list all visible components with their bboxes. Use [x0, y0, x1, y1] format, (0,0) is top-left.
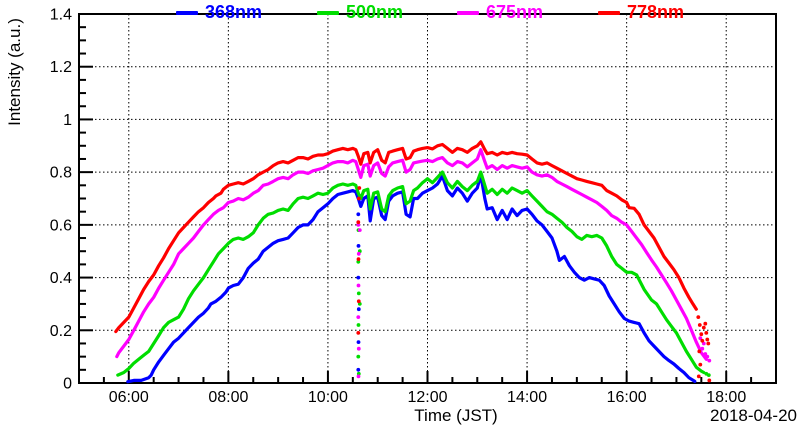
series-scatter-778nm [706, 341, 711, 346]
x-tick-label: 10:00 [308, 389, 348, 406]
legend-label: 368nm [205, 2, 263, 22]
series-scatter-675nm [356, 251, 361, 256]
x-tick-label: 14:00 [507, 389, 547, 406]
series-scatter-778nm [356, 196, 361, 201]
series-scatter-778nm [698, 362, 703, 367]
x-tick-label: 18:00 [706, 389, 746, 406]
date-label: 2018-04-20 [710, 406, 797, 425]
series-scatter-778nm [697, 349, 702, 354]
series-scatter-778nm [356, 299, 361, 304]
legend-dash-icon [457, 10, 479, 15]
series-scatter-778nm [700, 338, 705, 343]
x-tick-label: 12:00 [407, 389, 447, 406]
series-scatter-778nm [696, 374, 701, 379]
legend-entry-500nm: 500nm [317, 2, 403, 23]
series-line-368nm [126, 173, 697, 384]
y-tick-label: 1.4 [50, 7, 72, 24]
series-scatter-675nm [707, 358, 712, 363]
series-scatter-778nm [701, 325, 706, 330]
y-tick-label: 0 [63, 376, 72, 393]
y-tick-label: 0.4 [50, 270, 72, 287]
legend-dash-icon [176, 10, 198, 15]
series-scatter-778nm [357, 186, 362, 190]
series-scatter-675nm [698, 336, 703, 341]
series-line-778nm [114, 140, 698, 334]
series-scatter-368nm [356, 244, 361, 248]
series-scatter-778nm [697, 323, 702, 327]
series-scatter-500nm [356, 323, 361, 327]
series-scatter-675nm [703, 352, 708, 356]
grid-layer [79, 14, 776, 383]
series-scatter-500nm [356, 354, 361, 359]
series-scatter-675nm [357, 228, 362, 233]
series-scatter-675nm [356, 315, 361, 319]
series-line-500nm [116, 170, 706, 377]
series-scatter-675nm [356, 223, 361, 227]
legend-label: 778nm [627, 2, 685, 22]
series-scatter-778nm [696, 315, 701, 319]
series-scatter-778nm [356, 220, 361, 225]
series-scatter-778nm [703, 321, 708, 326]
legend-entry-778nm: 778nm [598, 2, 684, 23]
series-scatter-368nm [356, 307, 361, 312]
legend-label: 500nm [346, 2, 404, 22]
y-tick-label: 0.8 [50, 165, 72, 182]
x-axis-title: Time (JST) [414, 406, 498, 425]
series-scatter-675nm [705, 354, 710, 359]
series-line-675nm [115, 148, 708, 361]
series-scatter-675nm [356, 346, 361, 351]
series-scatter-368nm [356, 340, 361, 344]
series-scatter-675nm [356, 283, 361, 288]
legend-entry-368nm: 368nm [176, 2, 262, 23]
y-tick-label: 1.2 [50, 59, 72, 76]
y-axis-title: Intensity (a.u.) [5, 18, 24, 126]
series-scatter-675nm [700, 346, 705, 351]
series-scatter-500nm [706, 373, 711, 377]
plot-frame [78, 13, 777, 384]
y-tick-label: 0.2 [50, 323, 72, 340]
series-scatter-778nm [705, 337, 710, 342]
series-scatter-368nm [356, 212, 361, 217]
x-tick-label: 08:00 [208, 389, 248, 406]
series-scatter-500nm [356, 259, 361, 264]
tick-label-layer: 06:00 08:00 10:00 12:00 14:00 16:00 18:00 0 0.2 0… [50, 7, 747, 407]
x-tick-label: 06:00 [109, 389, 149, 406]
series-scatter-778nm [704, 331, 709, 335]
series-scatter-778nm [356, 257, 361, 261]
series-scatter-778nm [707, 378, 712, 383]
series-scatter-500nm [356, 291, 361, 296]
legend: 368nm 500nm 675nm 778nm [0, 0, 800, 24]
series-scatter-778nm [356, 331, 361, 335]
legend-label: 675nm [486, 2, 544, 22]
legend-dash-icon [317, 10, 339, 15]
series-scatter-778nm [699, 332, 704, 337]
y-tick-label: 0.6 [50, 217, 72, 234]
series-scatter-368nm [356, 367, 361, 372]
y-tick-label: 1 [63, 112, 72, 129]
legend-entry-675nm: 675nm [457, 2, 543, 23]
series-scatter-675nm [356, 374, 361, 379]
legend-dash-icon [598, 10, 620, 15]
x-tick-label: 16:00 [607, 389, 647, 406]
series-scatter-368nm [356, 275, 361, 280]
